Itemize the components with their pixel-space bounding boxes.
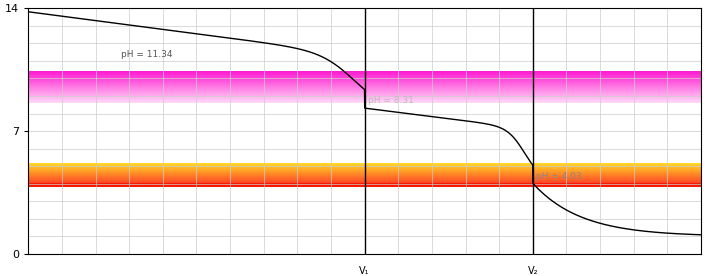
Bar	[28, 83, 701, 84]
Text: pH = 11.34: pH = 11.34	[121, 51, 172, 59]
Bar	[28, 182, 701, 183]
Bar	[28, 79, 701, 80]
Bar	[28, 183, 701, 187]
Bar	[28, 72, 701, 73]
Bar	[28, 81, 701, 82]
Bar	[28, 101, 701, 102]
Bar	[28, 76, 701, 77]
Bar	[28, 99, 701, 100]
Bar	[28, 74, 701, 75]
Bar	[28, 172, 701, 173]
Bar	[28, 97, 701, 98]
Bar	[28, 78, 701, 79]
Bar	[28, 184, 701, 185]
Bar	[28, 94, 701, 95]
Bar	[28, 169, 701, 170]
Bar	[28, 87, 701, 88]
Bar	[28, 166, 701, 167]
Bar	[28, 77, 701, 78]
Text: pH = 4.03: pH = 4.03	[536, 172, 582, 181]
Bar	[28, 180, 701, 181]
Bar	[28, 100, 701, 101]
Bar	[28, 71, 701, 72]
Bar	[28, 164, 701, 165]
Bar	[28, 165, 701, 166]
Bar	[28, 92, 701, 93]
Bar	[28, 95, 701, 96]
Bar	[28, 96, 701, 97]
Bar	[28, 181, 701, 182]
Bar	[28, 82, 701, 83]
Bar	[28, 168, 701, 169]
Bar	[28, 80, 701, 81]
Bar	[28, 186, 701, 187]
Text: pH = 8.31: pH = 8.31	[368, 97, 414, 105]
Bar	[28, 102, 701, 103]
Bar	[28, 88, 701, 89]
Bar	[28, 175, 701, 176]
Bar	[28, 91, 701, 92]
Bar	[28, 173, 701, 174]
Bar	[28, 93, 701, 94]
Bar	[28, 163, 701, 164]
Bar	[28, 86, 701, 87]
Bar	[28, 73, 701, 74]
Bar	[28, 89, 701, 90]
Bar	[28, 179, 701, 180]
Bar	[28, 170, 701, 171]
Bar	[28, 178, 701, 179]
Bar	[28, 183, 701, 184]
Bar	[28, 177, 701, 178]
Bar	[28, 90, 701, 91]
Text: V₂: V₂	[527, 266, 538, 276]
Bar	[28, 75, 701, 76]
Bar	[28, 84, 701, 85]
Bar	[28, 171, 701, 172]
Bar	[28, 185, 701, 186]
Bar	[28, 85, 701, 86]
Bar	[28, 176, 701, 177]
Bar	[28, 174, 701, 175]
Text: V₁: V₁	[360, 266, 370, 276]
Bar	[28, 167, 701, 168]
Bar	[28, 98, 701, 99]
